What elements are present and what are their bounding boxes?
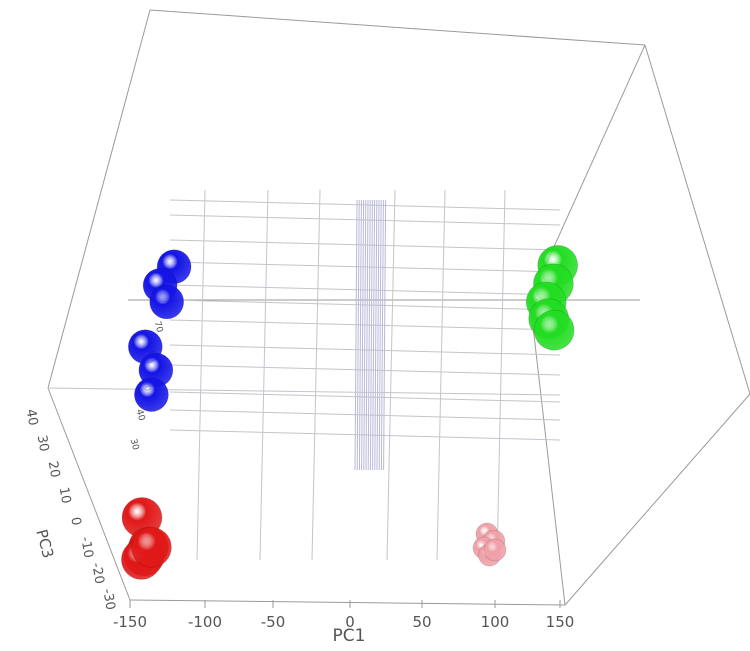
point-blue — [149, 284, 185, 320]
z-tick-label: -30 — [99, 588, 117, 612]
point-pink — [483, 538, 507, 562]
box-edge — [47, 387, 131, 601]
gridline-vertical — [496, 189, 506, 561]
z-tick-label: 30 — [34, 434, 52, 453]
gridline-vertical — [259, 189, 269, 561]
gridline-dense — [365, 199, 369, 471]
box-edge — [47, 9, 151, 389]
gridline-dense — [380, 199, 384, 471]
gridline-vertical — [196, 189, 206, 561]
data-points — [120, 244, 579, 580]
gridline-dense — [361, 199, 365, 471]
gridline-vertical — [386, 189, 396, 561]
gridline-vertical — [436, 189, 446, 561]
gridline-dense — [374, 199, 378, 471]
x-tick-label: -50 — [261, 613, 286, 631]
x-tick-label: 0 — [345, 613, 355, 631]
gridline-dense — [358, 199, 362, 471]
z-tick-label: -20 — [88, 562, 106, 586]
y-tick-label: 40 — [134, 408, 147, 422]
x-tick-label: -100 — [188, 613, 222, 631]
box-edge — [149, 9, 646, 46]
z-tick-label: -10 — [77, 536, 95, 560]
x-axis-ticks: -150 -100 -50 0 50 100 150 — [113, 600, 574, 631]
point-blue — [133, 377, 169, 413]
x-tick-label: 50 — [412, 613, 431, 631]
gridline-horizontal — [169, 199, 561, 211]
z-axis-ticks: 40 30 20 10 0 -10 -20 -30 — [23, 408, 118, 611]
gridline-dense — [383, 199, 387, 471]
z-tick-label: 0 — [67, 516, 83, 527]
box-edge — [644, 44, 750, 395]
z-tick-label: 10 — [56, 486, 74, 505]
gridline-horizontal — [47, 387, 561, 396]
x-tick-label: -150 — [113, 613, 147, 631]
z-axis-label-wrap: PC3 — [32, 527, 57, 560]
gridline-dense — [372, 199, 376, 471]
gridline-horizontal — [169, 214, 561, 226]
box-edge — [564, 393, 750, 606]
gridline-horizontal — [169, 429, 561, 441]
z-tick-label: 40 — [23, 408, 41, 427]
x-axis-label: PC1 — [333, 626, 366, 646]
point-green — [533, 309, 575, 351]
gridline-horizontal — [169, 409, 561, 421]
gridline-dense — [354, 199, 358, 471]
gridline-dense — [363, 199, 367, 471]
gridline-horizontal — [169, 391, 561, 403]
gridline-dense — [376, 199, 380, 471]
z-axis-label: PC3 — [32, 527, 57, 560]
plot-gridlines — [47, 189, 561, 561]
y-tick-label: 70 — [152, 320, 165, 334]
z-tick-label: 20 — [45, 460, 63, 479]
point-red — [130, 526, 172, 568]
gridline-dense — [356, 199, 360, 471]
gridline-vertical — [311, 189, 321, 561]
y-tick-label: 30 — [128, 438, 141, 452]
plot-box-frame — [47, 9, 750, 606]
box-edge — [529, 299, 566, 606]
gridline-dense — [378, 199, 382, 471]
gridline-dense — [369, 199, 373, 471]
x-tick-label: 150 — [546, 613, 575, 631]
x-tick-label: 100 — [481, 613, 510, 631]
box-edge — [129, 599, 566, 606]
gridline-dense — [367, 199, 371, 471]
